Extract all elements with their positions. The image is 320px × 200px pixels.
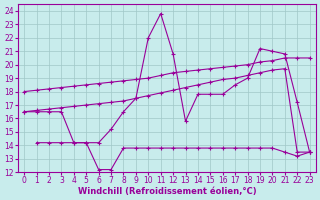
X-axis label: Windchill (Refroidissement éolien,°C): Windchill (Refroidissement éolien,°C) [77, 187, 256, 196]
